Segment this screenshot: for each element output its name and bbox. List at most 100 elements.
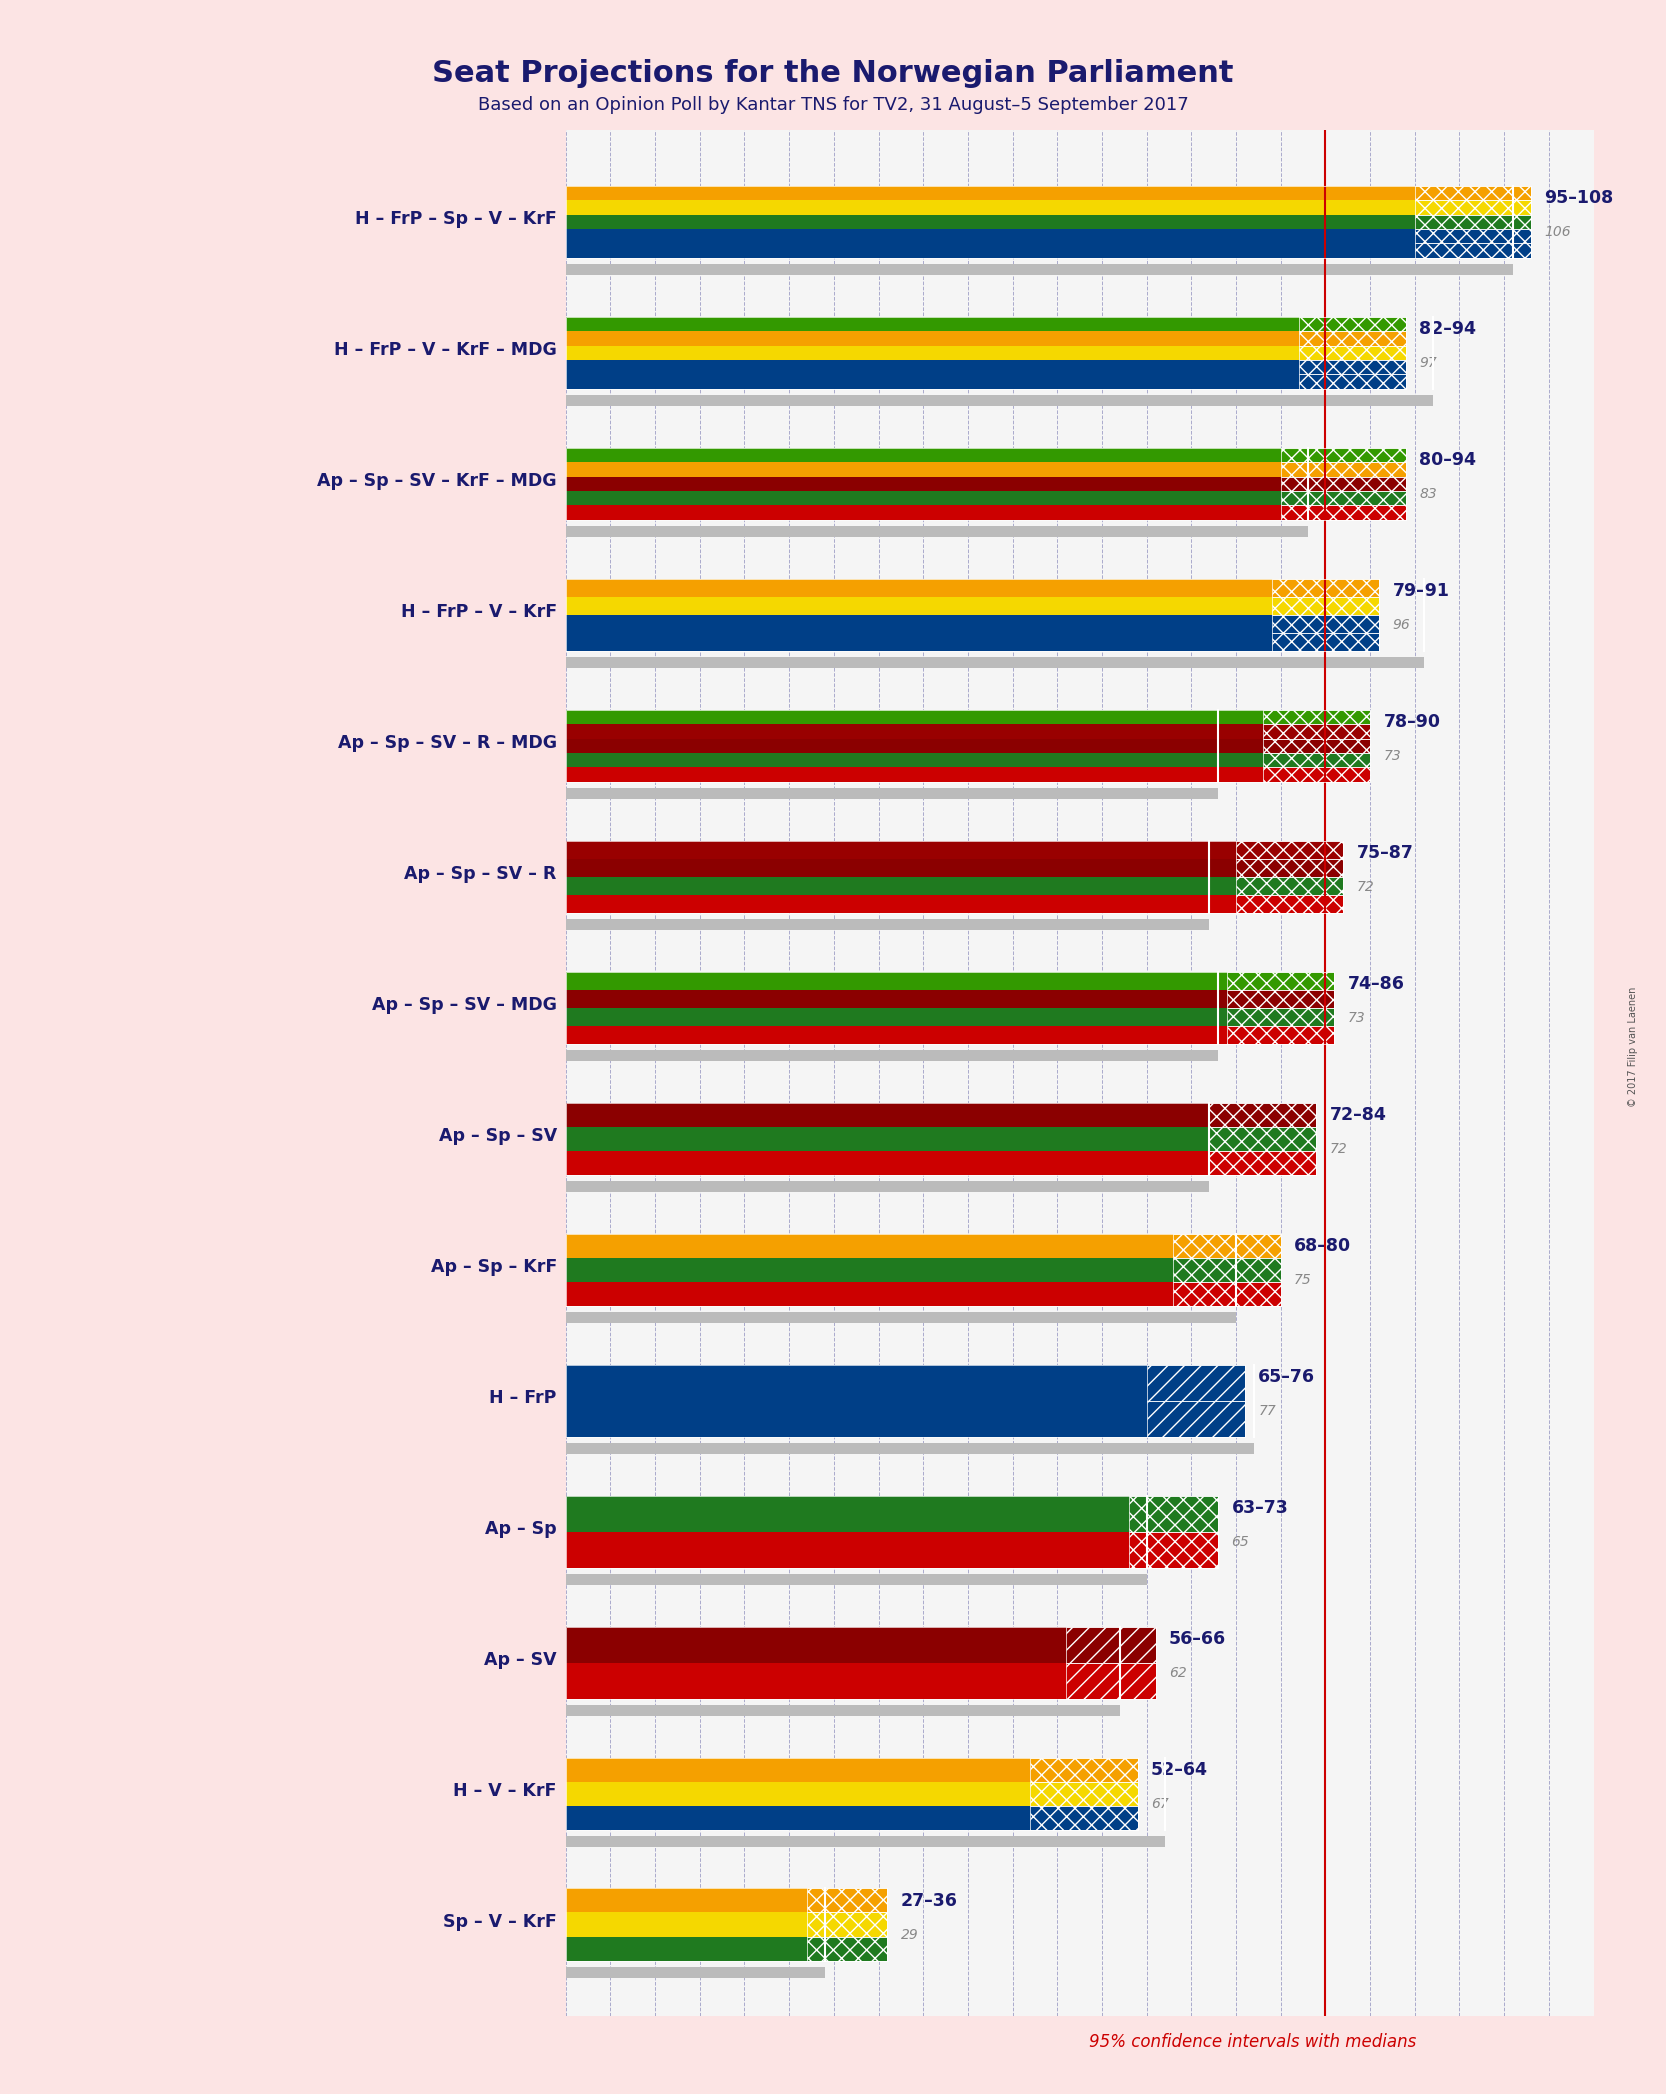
Bar [566,490,1281,505]
Bar [1210,1127,1316,1152]
Text: © 2017 Filip van Laenen: © 2017 Filip van Laenen [1628,986,1638,1108]
Bar [566,1365,1146,1401]
Bar [1236,894,1343,913]
Bar [566,1495,1130,1531]
Bar [566,1401,1146,1436]
Bar [1271,616,1379,632]
Bar [1414,243,1531,258]
Bar [806,1912,888,1937]
Bar [1263,739,1369,754]
Bar [566,597,1271,616]
Bar [1236,840,1343,859]
Bar [1210,1152,1316,1175]
Text: Ap – Sp – SV – MDG: Ap – Sp – SV – MDG [372,997,556,1013]
Bar [566,1705,1120,1715]
Bar [1263,710,1369,725]
Bar [1298,316,1406,331]
Text: Ap – Sp – SV – R: Ap – Sp – SV – R [405,865,556,884]
Bar [1271,632,1379,651]
Bar [1228,1026,1334,1043]
Bar [1414,243,1531,258]
Bar [566,243,1414,258]
Bar [566,448,1406,519]
Bar [566,1282,1173,1307]
Bar [566,1495,1218,1568]
Bar [1263,710,1369,725]
Bar [1271,616,1379,632]
Bar [1271,597,1379,616]
Bar [566,1805,1031,1830]
Bar [566,725,1263,739]
Text: 95–108: 95–108 [1544,188,1614,207]
Bar [1263,766,1369,781]
Bar [566,1104,1210,1127]
Bar [566,526,1308,536]
Bar [566,578,1271,597]
Bar [1263,725,1369,739]
Bar [566,1889,806,1912]
Bar [1298,346,1406,360]
Text: 65: 65 [1231,1535,1250,1550]
Bar [566,1104,1316,1175]
Bar [1130,1495,1218,1531]
Bar [1210,1104,1316,1127]
Bar [566,216,1414,228]
Bar [1298,331,1406,346]
Bar [1414,228,1531,243]
Bar [566,1757,1138,1830]
Text: Ap – Sp – SV: Ap – Sp – SV [438,1127,556,1145]
Bar [1173,1282,1281,1307]
Bar [1066,1627,1156,1663]
Bar [1066,1663,1156,1698]
Text: 72–84: 72–84 [1329,1106,1386,1124]
Bar [1298,360,1406,375]
Bar [566,1443,1254,1453]
Bar [566,578,1379,651]
Bar [1281,477,1406,490]
Bar [1263,725,1369,739]
Text: Seat Projections for the Norwegian Parliament: Seat Projections for the Norwegian Parli… [431,59,1235,88]
Text: 79–91: 79–91 [1393,582,1449,601]
Bar [1130,1531,1218,1568]
Text: 52–64: 52–64 [1151,1761,1208,1780]
Bar [1210,1127,1316,1152]
Bar [566,894,1236,913]
Text: 96: 96 [1393,618,1409,632]
Bar [566,1258,1173,1282]
Bar [1236,877,1343,894]
Bar [566,972,1228,990]
Bar [1173,1258,1281,1282]
Bar [1298,346,1406,360]
Text: 63–73: 63–73 [1231,1499,1288,1516]
Bar [566,316,1406,389]
Bar [566,1026,1228,1043]
Bar [566,201,1414,216]
Text: Based on an Opinion Poll by Kantar TNS for TV2, 31 August–5 September 2017: Based on an Opinion Poll by Kantar TNS f… [478,96,1188,113]
Bar [1228,972,1334,990]
Bar [1263,754,1369,766]
Bar [566,1966,825,1977]
Bar [1228,990,1334,1007]
Bar [566,346,1298,360]
Bar [1173,1258,1281,1282]
Bar [566,754,1263,766]
Bar [1263,766,1369,781]
Bar [566,316,1298,331]
Bar [566,396,1433,406]
Bar [566,1575,1146,1585]
Bar [1146,1401,1245,1436]
Bar [566,331,1298,346]
Bar [566,739,1263,754]
Bar [566,972,1334,1043]
Bar [1263,739,1369,754]
Bar [566,360,1298,375]
Bar [1298,375,1406,389]
Bar [1228,1007,1334,1026]
Bar [566,186,1414,201]
Bar [566,463,1281,477]
Text: 73: 73 [1383,750,1401,762]
Text: 29: 29 [901,1929,918,1941]
Bar [1066,1627,1156,1663]
Text: Ap – Sp – SV – KrF – MDG: Ap – Sp – SV – KrF – MDG [317,471,556,490]
Text: 56–66: 56–66 [1170,1629,1226,1648]
